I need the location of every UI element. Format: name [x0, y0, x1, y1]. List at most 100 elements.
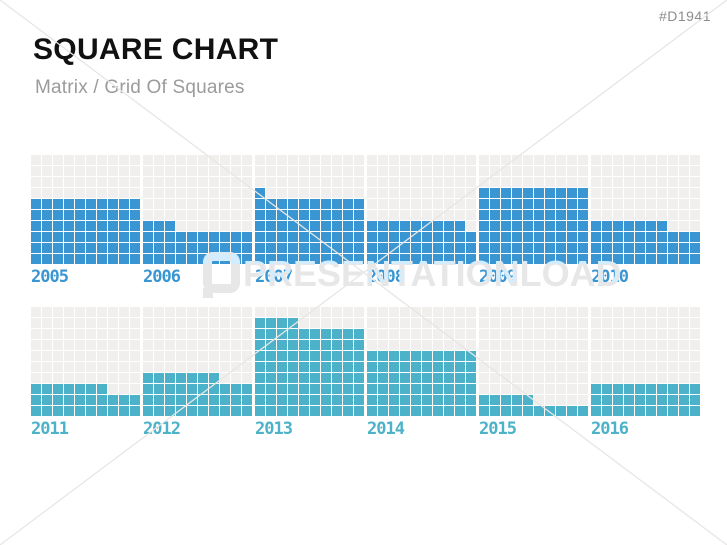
grid-cell-filled — [53, 254, 63, 264]
grid-cell-filled — [198, 406, 208, 416]
grid-cell-filled — [277, 384, 287, 394]
grid-cell-empty — [378, 329, 388, 339]
grid-cell-empty — [176, 199, 186, 209]
grid-cell-filled — [545, 210, 555, 220]
grid-cell-empty — [378, 318, 388, 328]
grid-cell-empty — [591, 329, 601, 339]
grid-cell-empty — [64, 362, 74, 372]
grid-cell-empty — [231, 177, 241, 187]
grid-cell-empty — [591, 188, 601, 198]
grid-cell-empty — [389, 188, 399, 198]
grid-cell-empty — [602, 166, 612, 176]
grid-cell-empty — [567, 340, 577, 350]
grid-cell-filled — [130, 395, 140, 405]
grid-cell-empty — [602, 340, 612, 350]
grid-cell-filled — [165, 373, 175, 383]
grid-cell-empty — [220, 155, 230, 165]
grid-cell-filled — [209, 406, 219, 416]
year-label-2010: 2010 — [591, 267, 629, 287]
grid-cell-filled — [299, 384, 309, 394]
grid-cell-empty — [75, 340, 85, 350]
grid-cell-filled — [321, 406, 331, 416]
grid-cell-filled — [31, 384, 41, 394]
grid-cell-filled — [143, 232, 153, 242]
grid-cell-filled — [343, 254, 353, 264]
waffle-grid-2007 — [255, 155, 364, 264]
grid-cell-empty — [657, 307, 667, 317]
grid-cell-empty — [679, 351, 689, 361]
grid-cell-filled — [343, 351, 353, 361]
grid-cell-filled — [343, 406, 353, 416]
grid-cell-empty — [602, 373, 612, 383]
grid-cell-empty — [231, 373, 241, 383]
year-label-2009: 2009 — [479, 267, 517, 287]
grid-cell-filled — [108, 199, 118, 209]
grid-cell-empty — [187, 177, 197, 187]
grid-cell-empty — [255, 155, 265, 165]
grid-cell-empty — [512, 318, 522, 328]
grid-cell-filled — [176, 406, 186, 416]
grid-cell-empty — [242, 318, 252, 328]
grid-cell-filled — [512, 199, 522, 209]
grid-cell-empty — [378, 307, 388, 317]
grid-cell-empty — [444, 188, 454, 198]
grid-cell-empty — [75, 318, 85, 328]
grid-cell-empty — [512, 307, 522, 317]
grid-cell-empty — [578, 177, 588, 187]
grid-cell-empty — [198, 307, 208, 317]
grid-cell-filled — [378, 232, 388, 242]
grid-cell-filled — [523, 406, 533, 416]
grid-cell-empty — [690, 318, 700, 328]
grid-cell-empty — [209, 199, 219, 209]
grid-cell-empty — [602, 362, 612, 372]
grid-cell-filled — [602, 384, 612, 394]
grid-cell-empty — [479, 177, 489, 187]
grid-cell-empty — [42, 155, 52, 165]
grid-cell-filled — [255, 188, 265, 198]
grid-cell-empty — [545, 384, 555, 394]
grid-cell-filled — [198, 373, 208, 383]
grid-cell-filled — [187, 232, 197, 242]
grid-cell-filled — [602, 221, 612, 231]
grid-cell-filled — [64, 199, 74, 209]
grid-cell-empty — [690, 362, 700, 372]
grid-cell-empty — [130, 351, 140, 361]
grid-cell-filled — [389, 362, 399, 372]
grid-cell-empty — [466, 329, 476, 339]
grid-cell-empty — [567, 384, 577, 394]
grid-cell-empty — [42, 307, 52, 317]
grid-cell-filled — [422, 406, 432, 416]
grid-cell-empty — [501, 155, 511, 165]
grid-cell-empty — [624, 177, 634, 187]
grid-cell-filled — [288, 210, 298, 220]
grid-cell-filled — [86, 254, 96, 264]
grid-cell-filled — [635, 406, 645, 416]
grid-cell-empty — [143, 318, 153, 328]
grid-cell-empty — [635, 155, 645, 165]
grid-cell-filled — [455, 351, 465, 361]
grid-cell-filled — [75, 254, 85, 264]
grid-cell-empty — [209, 351, 219, 361]
grid-cell-filled — [332, 210, 342, 220]
grid-cell-filled — [433, 406, 443, 416]
grid-cell-filled — [490, 254, 500, 264]
grid-cell-empty — [690, 340, 700, 350]
grid-cell-filled — [411, 395, 421, 405]
grid-cell-empty — [64, 318, 74, 328]
grid-cell-empty — [231, 210, 241, 220]
grid-cell-filled — [422, 395, 432, 405]
grid-cell-empty — [321, 318, 331, 328]
grid-cell-empty — [266, 177, 276, 187]
grid-cell-empty — [389, 210, 399, 220]
grid-cell-filled — [332, 340, 342, 350]
grid-cell-empty — [165, 318, 175, 328]
grid-cell-filled — [310, 340, 320, 350]
grid-cell-empty — [400, 177, 410, 187]
grid-cell-filled — [165, 243, 175, 253]
grid-cell-filled — [690, 254, 700, 264]
grid-cell-filled — [187, 406, 197, 416]
grid-cell-filled — [591, 406, 601, 416]
grid-cell-filled — [433, 221, 443, 231]
grid-cell-empty — [466, 177, 476, 187]
grid-cell-filled — [255, 243, 265, 253]
